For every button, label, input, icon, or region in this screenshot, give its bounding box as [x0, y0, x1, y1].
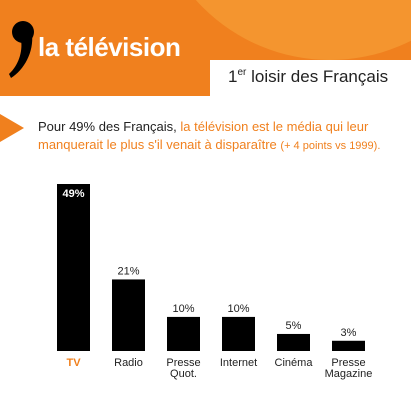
value-label-cinema: 5%: [286, 320, 302, 332]
value-label-presse-quot: 10%: [172, 303, 194, 315]
value-label-presse-magazine: 3%: [341, 327, 357, 339]
value-label-tv: 49%: [62, 188, 84, 200]
brand-title: la télévision: [38, 32, 181, 62]
statement-audience: des Français,: [98, 119, 177, 134]
rank-number: 1: [228, 67, 238, 86]
bar-presse-magazine: [332, 340, 365, 351]
rank-suffix: er: [237, 67, 247, 78]
category-label-presse-quot: Presse: [166, 357, 200, 369]
value-label-internet: 10%: [227, 303, 249, 315]
statement-prefix: Pour: [38, 119, 70, 134]
rank-subtitle: loisir des Français: [251, 67, 389, 86]
category-label-radio: Radio: [114, 357, 143, 369]
statement-text: Pour 49% des Français, la télévision est…: [38, 118, 398, 155]
rank-banner: 1er loisir des Français: [210, 60, 411, 96]
bar-tv: [57, 184, 90, 351]
statement-main: la télévision est le média qui leur manq…: [38, 119, 369, 152]
rank-text: 1er loisir des Français: [228, 67, 388, 87]
pointer-triangle: [0, 114, 24, 142]
category-label-presse-magazine: Presse: [331, 357, 365, 369]
category-label-internet: Internet: [220, 357, 257, 369]
category-label-presse-magazine: Magazine: [325, 368, 373, 380]
bar-internet: [222, 316, 255, 351]
category-label-cinema: Cinéma: [275, 357, 314, 369]
bar-cinema: [277, 333, 310, 351]
bar-radio: [112, 279, 145, 351]
category-label-presse-quot: Quot.: [170, 368, 197, 380]
bar-presse-quot: [167, 316, 200, 351]
comma-icon: [9, 21, 34, 78]
statement-note: (+ 4 points vs 1999).: [280, 140, 381, 152]
value-label-radio: 21%: [117, 265, 139, 277]
statement-percent: 49%: [69, 119, 96, 134]
header-banner: la télévision 1er loisir des Français: [0, 0, 411, 96]
category-label-tv: TV: [66, 357, 81, 369]
